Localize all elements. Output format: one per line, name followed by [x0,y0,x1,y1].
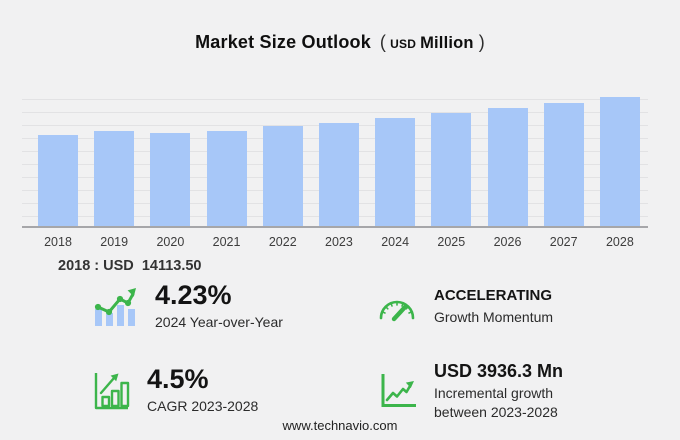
stats-grid: 4.23% 2024 Year-over-Year [0,280,680,421]
page-title: Market Size Outlook (USD Million) [0,32,680,53]
chart-plot-area [22,97,648,228]
title-paren-close: ) [478,32,485,52]
x-tick-label-2024: 2024 [381,235,410,249]
stat-label: 2024 Year-over-Year [155,313,283,330]
x-tick-label-2020: 2020 [156,235,185,249]
bar-2021 [206,131,247,226]
x-tick-label-2028: 2028 [605,235,634,249]
stat-incremental-growth: USD 3936.3 Mn Incremental growth between… [340,361,680,421]
x-tick-label-2026: 2026 [493,235,522,249]
stat-value: 4.5% [147,364,209,395]
stat-label: Growth Momentum [434,308,554,325]
market-size-bar-chart: 2018 2019 2020 2021 2022 2023 2024 2025 2026 2027… [22,97,648,249]
x-tick-label-2027: 2027 [549,235,578,249]
x-tick-label-2022: 2022 [268,235,297,249]
stat-label: CAGR 2023-2028 [147,397,259,414]
bar-line-trend-icon [92,286,138,327]
x-tick-label-2018: 2018 [44,235,72,249]
bar-2023 [318,123,359,226]
bar-2026 [487,108,528,226]
bar-2018 [38,135,78,226]
bar-2024 [375,118,416,226]
title-main: Market Size Outlook [195,32,371,52]
stat-value: USD 3936.3 Mn [434,360,564,381]
bar-2025 [431,113,472,226]
x-axis-labels: 2018 2019 2020 2021 2022 2023 2024 2025 2026 2027… [22,228,648,249]
bar-2019 [94,131,135,226]
x-tick-label-2025: 2025 [437,235,466,249]
bar-2028 [599,97,640,226]
title-unit: Million [420,34,474,52]
stat-value: 4.23% [155,280,232,310]
stat-cagr: 4.5% CAGR 2023-2028 [0,361,340,421]
x-tick-label-2023: 2023 [325,235,353,249]
footer-url: www.technavio.com [282,418,398,433]
line-chart-growth-icon [377,371,417,411]
title-unit-currency: USD [390,37,417,51]
base-year-value: 2018 : USD 14113.50 [58,258,202,274]
x-tick-label-2021: 2021 [212,235,241,249]
bar-2027 [543,103,584,226]
stat-growth-momentum: ACCELERATING Growth Momentum [340,282,680,331]
stat-yoy-growth: 4.23% 2024 Year-over-Year [0,280,340,331]
bar-2022 [262,126,303,226]
bar-2020 [150,133,191,226]
bar-chart-growth-icon [92,370,130,412]
title-paren-open: ( [379,32,387,52]
speedometer-icon [377,288,417,324]
x-tick-label-2019: 2019 [100,235,129,249]
stat-label: Incremental growth between 2023-2028 [434,385,558,420]
stat-value: ACCELERATING [434,286,553,304]
